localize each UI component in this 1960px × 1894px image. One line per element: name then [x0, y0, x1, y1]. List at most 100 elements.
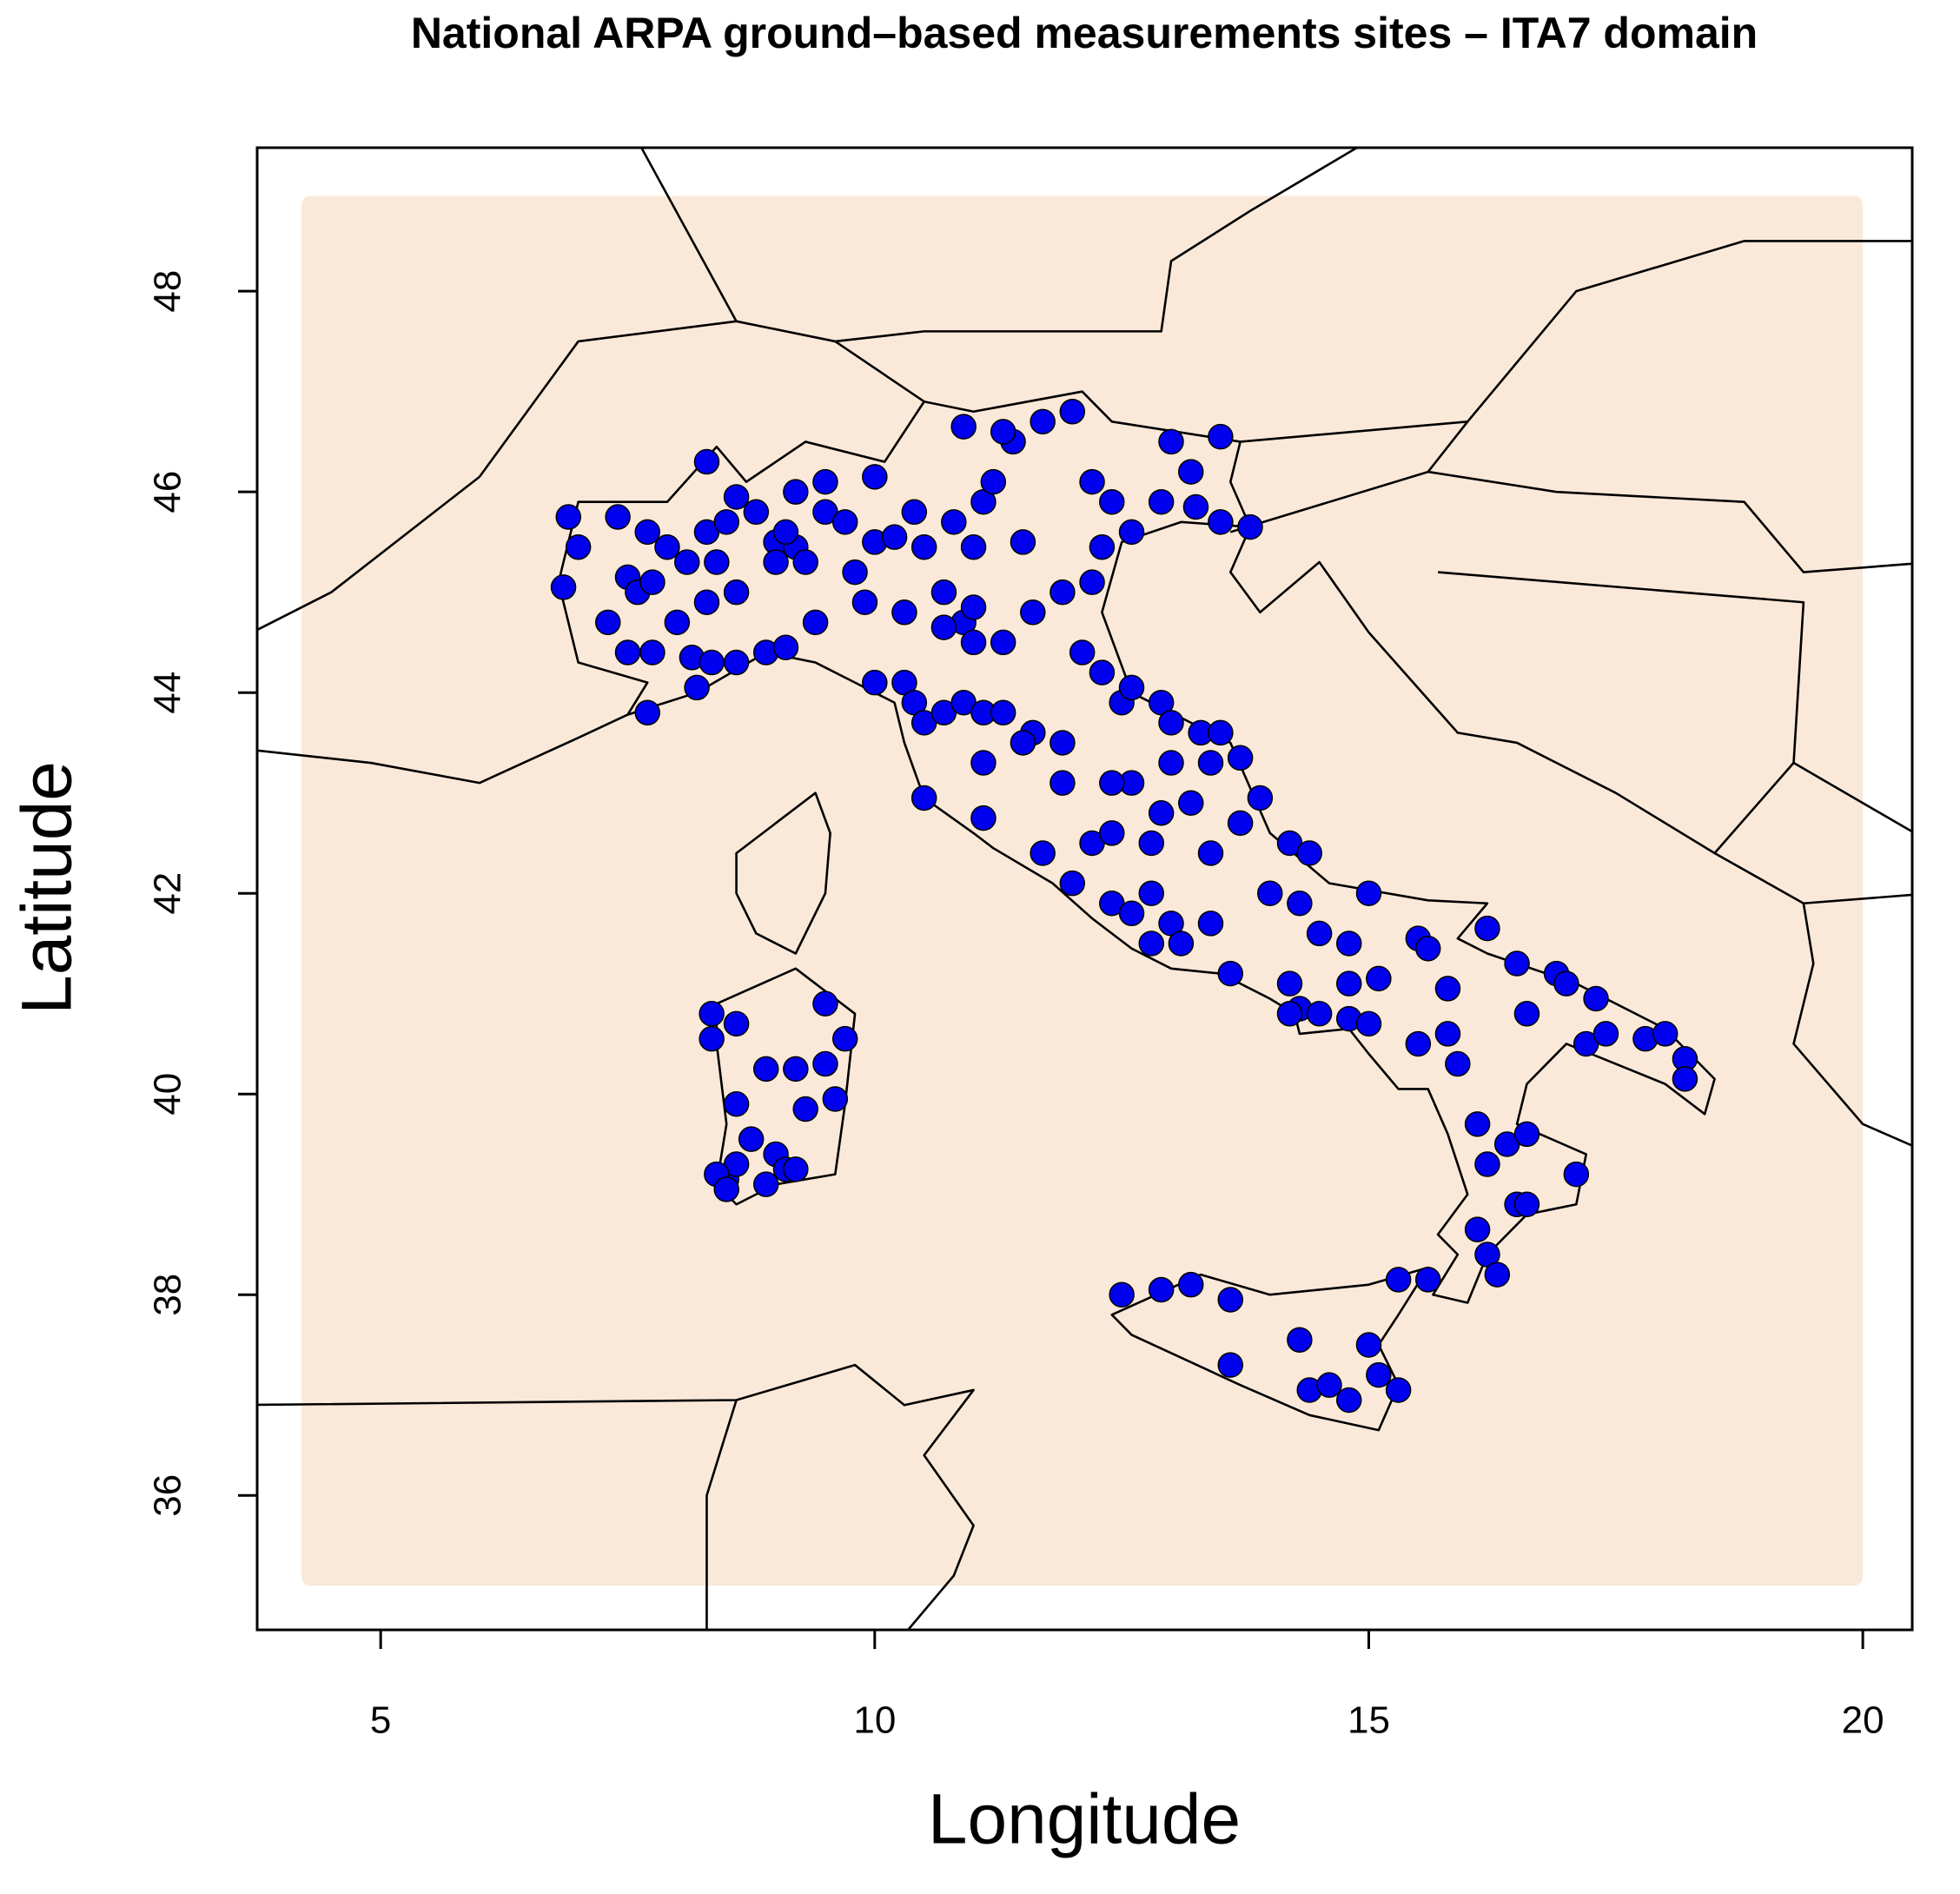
site-point — [901, 499, 928, 526]
x-tick-label: 10 — [853, 1699, 896, 1742]
site-point — [723, 649, 750, 676]
site-point — [1178, 459, 1204, 485]
site-point — [1158, 428, 1184, 455]
site-point — [1118, 900, 1145, 927]
site-point — [990, 699, 1016, 726]
site-point — [772, 519, 799, 546]
site-point — [723, 1010, 750, 1037]
site-point — [910, 785, 937, 811]
site-point — [1208, 719, 1234, 746]
site-point — [1366, 1361, 1392, 1388]
x-tick-label: 20 — [1842, 1699, 1884, 1742]
site-point — [639, 639, 665, 666]
site-point — [1474, 915, 1500, 942]
site-point — [639, 569, 665, 595]
site-point — [1010, 730, 1036, 756]
site-point — [1178, 790, 1204, 816]
site-point — [1652, 1021, 1679, 1047]
site-point — [1464, 1111, 1491, 1137]
y-tick-label: 48 — [147, 270, 189, 313]
site-point — [743, 499, 770, 526]
site-point — [910, 533, 937, 560]
site-point — [1355, 880, 1382, 906]
site-point — [699, 1001, 725, 1027]
site-point — [1306, 1001, 1333, 1027]
site-point — [634, 519, 660, 546]
coastlines — [233, 141, 1932, 1646]
site-point — [842, 559, 868, 586]
site-point — [862, 669, 888, 696]
site-point — [1010, 529, 1036, 555]
site-point — [1385, 1377, 1412, 1403]
site-point — [605, 504, 631, 530]
site-point — [930, 579, 957, 606]
site-point — [1355, 1332, 1382, 1358]
site-point — [1197, 750, 1224, 776]
site-point — [1059, 399, 1086, 425]
y-tick-label: 44 — [147, 672, 189, 714]
site-point — [990, 629, 1016, 656]
site-point — [831, 509, 858, 535]
site-point — [1296, 840, 1322, 866]
site-point — [654, 533, 680, 560]
site-point — [1217, 1287, 1244, 1313]
y-tick-label: 36 — [147, 1474, 189, 1517]
site-point — [792, 1096, 818, 1122]
balkan-coast — [1230, 527, 1931, 1155]
site-point — [693, 589, 720, 615]
measurement-sites — [550, 399, 1698, 1414]
site-point — [1059, 870, 1086, 897]
site-point — [1089, 659, 1116, 685]
site-point — [1316, 1372, 1342, 1398]
y-tick-label: 38 — [147, 1274, 189, 1316]
site-point — [1484, 1262, 1511, 1288]
site-point — [1414, 1267, 1441, 1293]
africa-coast — [233, 1365, 974, 1646]
map-area — [233, 141, 1932, 1646]
site-point — [950, 414, 977, 440]
site-point — [1099, 488, 1125, 515]
site-point — [1237, 513, 1263, 540]
site-point — [723, 484, 750, 510]
site-point — [862, 464, 888, 490]
site-point — [812, 468, 838, 495]
site-point — [960, 594, 987, 620]
site-point — [713, 509, 739, 535]
y-tick-label: 42 — [147, 872, 189, 915]
france-coast — [233, 715, 628, 784]
site-point — [772, 634, 799, 660]
site-point — [1366, 965, 1392, 992]
site-point — [1563, 1161, 1590, 1188]
site-point — [970, 805, 997, 831]
site-point — [1434, 1021, 1461, 1047]
site-point — [1385, 1267, 1412, 1293]
site-point — [812, 1050, 838, 1077]
site-point — [1099, 770, 1125, 796]
site-point — [704, 549, 730, 575]
site-point — [1197, 840, 1224, 866]
site-point — [881, 524, 908, 550]
site-point — [673, 549, 700, 575]
site-point — [980, 468, 1007, 495]
site-point — [723, 1091, 750, 1117]
site-point — [1050, 730, 1076, 756]
site-point — [960, 533, 987, 560]
site-point — [1050, 770, 1076, 796]
site-point — [752, 1171, 779, 1197]
plot-frame — [255, 146, 1914, 1632]
site-point — [1118, 519, 1145, 546]
site-point — [783, 1056, 809, 1083]
site-point — [783, 479, 809, 505]
site-point — [1208, 423, 1234, 450]
site-point — [941, 509, 967, 535]
site-point — [1287, 890, 1313, 917]
site-point — [1148, 488, 1175, 515]
site-point — [1445, 1050, 1471, 1077]
site-point — [664, 609, 691, 636]
site-point — [1513, 1121, 1540, 1148]
italy — [559, 392, 1715, 1303]
site-point — [1197, 911, 1224, 937]
site-point — [763, 549, 789, 575]
site-point — [812, 990, 838, 1017]
y-tick-label: 40 — [147, 1073, 189, 1116]
